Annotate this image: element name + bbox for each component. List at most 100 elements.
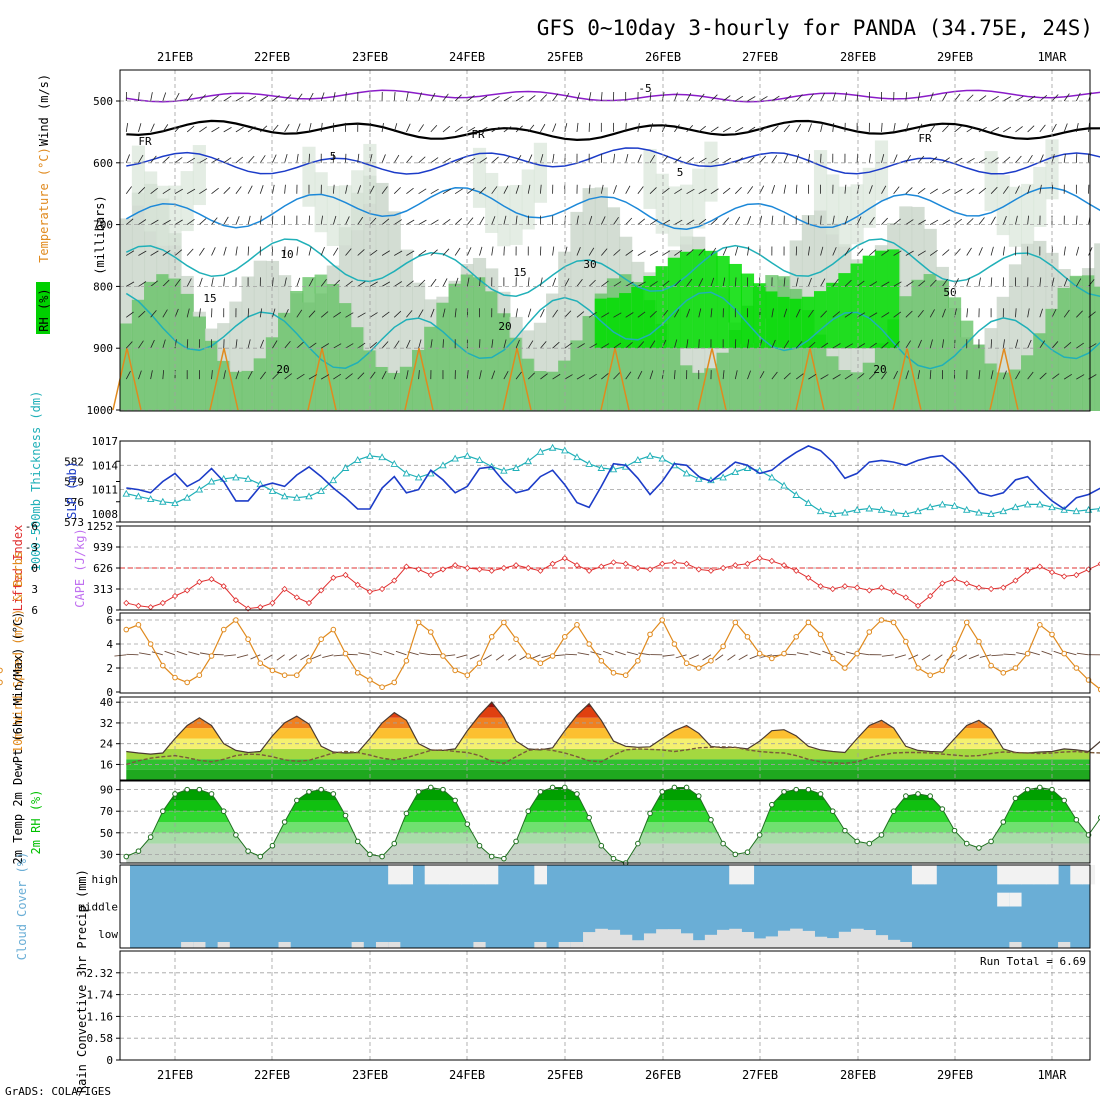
wind-barb [808,309,814,318]
lifted-index-marker [927,592,934,600]
wind-barb [978,277,981,287]
top-date-label: 26FEB [645,50,681,64]
wind-barb [272,184,275,194]
panel-background [120,613,1090,693]
thickness-marker [1023,500,1032,508]
high-cloud-bar [424,865,438,885]
wind-barb [430,249,438,256]
wind-barb [333,373,342,380]
wind-barb [288,654,298,661]
wind-barb [284,123,290,133]
isotherm-spike [307,348,337,411]
wind-barb [503,371,509,380]
rh-marker [233,832,239,838]
wind-barb [259,155,266,164]
wind-speed-marker [976,638,982,645]
low-cloud-bar [887,939,901,948]
wind-barb [454,188,463,195]
rh-shade-mid [533,371,548,411]
wind-barb [527,124,535,133]
wind-barb [844,279,852,287]
thickness-marker [159,497,167,505]
wind-barb [296,153,299,163]
thickness-marker [183,493,191,501]
thickness-marker [244,474,252,482]
rh-shade-high [655,266,669,349]
lifted-index-marker [525,564,532,572]
wind-barb [320,278,327,287]
wind-barb [795,309,801,318]
wind-barb [978,187,987,195]
wind-barb [211,187,219,195]
thickness-marker [232,473,240,481]
wind-barb [674,156,682,164]
wind-barb [406,339,411,349]
rh-shade-mid [716,352,730,411]
wind-speed-marker [415,619,422,626]
thickness-marker [207,477,216,485]
rh-shade-mid [862,362,876,411]
thickness-marker [804,499,813,507]
thickness-marker [914,507,922,515]
wind-speed-marker [1049,631,1055,638]
bottom-date-label: 28FEB [840,1068,876,1082]
thickness-marker [451,454,459,462]
wind-speed-marker [756,650,763,657]
low-cloud-bar [193,942,206,948]
lifted-index-marker [354,581,361,588]
rh-shade-mid [679,365,694,411]
wind-barb [588,343,598,349]
wind-barb [808,373,817,380]
wind-barb [917,123,923,133]
rh-shade-upper [351,170,365,231]
rh2m-frame [119,780,1091,864]
wind-barb [174,308,179,318]
wind-barb [162,309,168,318]
wind-barb [966,277,970,287]
wind-barb [162,92,167,102]
rh-marker [245,848,251,854]
wind-barb [942,219,951,225]
low-cloud-bar [1009,942,1022,948]
y-tick-label: 90 [100,784,113,797]
lifted-index-marker [914,602,922,609]
wind-barb [198,308,201,318]
wind-barb [734,277,737,287]
wind-barb [735,95,744,102]
low-cloud-bar [826,938,840,948]
upper-air-frame [119,69,1091,412]
top-date-axis: 21FEB 22FEB 23FEB 24FEB 25FEB 26FEB 27FEB 28FEB… [157,50,1067,64]
rh-shade-high [838,273,852,349]
wind-barb [552,277,557,287]
high-cloud-bar [1021,865,1035,885]
wind-barb [954,157,963,164]
y-tick-label: 0 [106,1054,113,1067]
wind-barb [809,651,821,656]
rh-marker [842,827,848,834]
wind-barb [126,218,134,225]
wind-barb [235,246,238,256]
wind-barb [702,654,712,661]
wind-barb [649,370,654,380]
low-cloud-bar [558,942,571,948]
wind-barb [311,654,322,660]
lifted-index-marker [159,599,166,607]
wind-barb [856,343,866,349]
thickness-marker [1096,505,1100,512]
wind-barb [259,339,265,349]
wind-barb [223,95,232,102]
wind-barb [978,370,981,380]
rh-shade-mid [813,334,828,411]
wind-barb [893,311,902,318]
wind-barb [150,280,158,287]
low-cloud-bar [729,928,742,948]
wind-speed-marker [233,617,239,623]
wind-barb [479,246,483,256]
rh-shade-mid [375,366,389,411]
wind-barb [929,279,937,287]
wind-barb [479,127,488,133]
credit-text: GrADS: COLA/IGES [5,1085,111,1098]
wind-barb [442,125,451,133]
wind-barb [966,218,974,225]
